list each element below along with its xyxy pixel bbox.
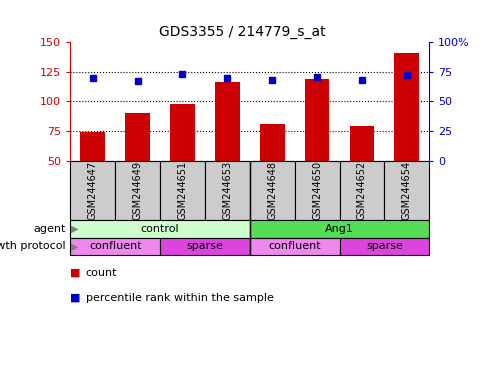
Text: GSM244650: GSM244650 [311,161,321,220]
Text: GSM244647: GSM244647 [88,161,98,220]
Bar [125,113,150,161]
FancyBboxPatch shape [339,238,428,255]
Bar [393,53,418,161]
Text: agent: agent [33,224,65,234]
FancyBboxPatch shape [249,220,428,238]
FancyBboxPatch shape [70,238,160,255]
Bar [259,124,284,161]
Text: ■: ■ [70,293,81,303]
FancyBboxPatch shape [249,161,294,220]
Bar [80,132,105,161]
FancyBboxPatch shape [204,161,249,220]
Text: GSM244649: GSM244649 [132,161,142,220]
Bar [214,83,239,161]
FancyBboxPatch shape [383,161,428,220]
Bar [304,79,329,161]
Text: confluent: confluent [89,242,141,252]
FancyBboxPatch shape [294,161,339,220]
Bar [170,104,195,161]
Text: GSM244653: GSM244653 [222,161,232,220]
Text: sparse: sparse [186,242,223,252]
Text: percentile rank within the sample: percentile rank within the sample [86,293,273,303]
FancyBboxPatch shape [160,161,204,220]
Bar [349,126,374,161]
Text: GSM244654: GSM244654 [401,161,411,220]
Text: ▶: ▶ [71,242,78,252]
Text: GSM244648: GSM244648 [267,161,277,220]
FancyBboxPatch shape [70,161,115,220]
Text: ■: ■ [70,268,81,278]
Text: GDS3355 / 214779_s_at: GDS3355 / 214779_s_at [159,25,325,39]
FancyBboxPatch shape [70,220,249,238]
Text: ▶: ▶ [71,224,78,234]
FancyBboxPatch shape [115,161,160,220]
Text: confluent: confluent [268,242,320,252]
Text: count: count [86,268,117,278]
Text: GSM244652: GSM244652 [356,161,366,220]
Text: Ang1: Ang1 [324,224,353,234]
FancyBboxPatch shape [160,238,249,255]
Text: control: control [140,224,179,234]
Text: sparse: sparse [365,242,402,252]
Text: growth protocol: growth protocol [0,242,65,252]
FancyBboxPatch shape [339,161,383,220]
Text: GSM244651: GSM244651 [177,161,187,220]
FancyBboxPatch shape [249,238,339,255]
